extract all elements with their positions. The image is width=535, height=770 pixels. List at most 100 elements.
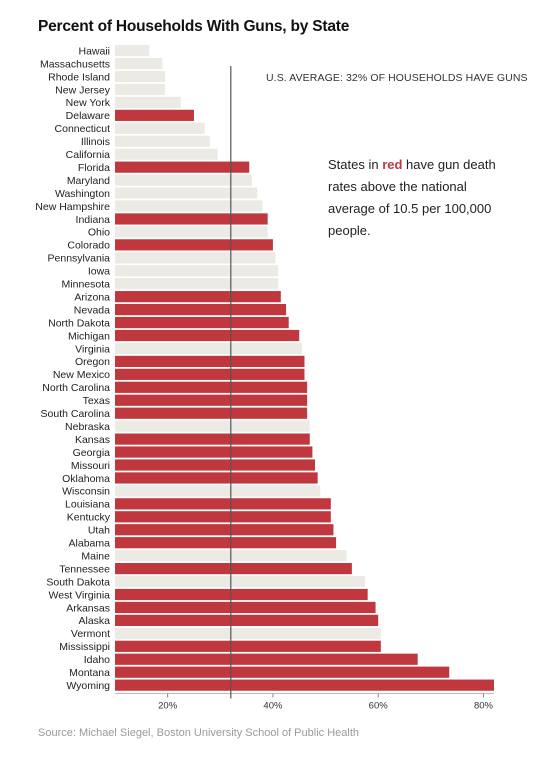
state-label: California — [66, 149, 111, 161]
bar-south-dakota — [115, 575, 366, 588]
bar-colorado — [115, 239, 273, 251]
state-label: Wisconsin — [62, 486, 110, 498]
bar-connecticut — [115, 122, 205, 134]
state-label: Nevada — [74, 304, 110, 316]
bar-georgia — [115, 446, 313, 458]
bar-kentucky — [115, 511, 331, 523]
bar-alaska — [115, 614, 379, 626]
bar-pennsylvania — [115, 252, 276, 264]
state-label: Illinois — [81, 136, 110, 148]
state-label: Kansas — [75, 434, 110, 446]
state-label: Delaware — [66, 110, 111, 122]
state-label: Hawaii — [78, 45, 110, 57]
state-label: Tennessee — [59, 563, 110, 575]
state-label: Georgia — [73, 447, 111, 459]
state-label: South Carolina — [41, 408, 111, 420]
bar-oregon — [115, 355, 305, 367]
bar-nebraska — [115, 420, 310, 432]
state-label: Arizona — [74, 291, 110, 303]
state-label: Iowa — [88, 266, 110, 278]
state-label: Indiana — [76, 214, 111, 226]
bar-washington — [115, 187, 258, 199]
state-label: Oklahoma — [62, 473, 110, 485]
bar-mississippi — [115, 640, 381, 652]
state-label: Oregon — [75, 356, 110, 368]
bar-missouri — [115, 459, 316, 471]
bar-texas — [115, 394, 308, 406]
bar-new-jersey — [115, 83, 166, 96]
bar-virginia — [115, 342, 302, 355]
bar-new-hampshire — [115, 200, 263, 212]
bar-arkansas — [115, 601, 376, 614]
bar-maryland — [115, 174, 252, 186]
state-label: South Dakota — [46, 576, 110, 588]
state-label: Rhode Island — [48, 71, 110, 83]
state-label: Colorado — [67, 240, 110, 252]
note-text-after: have gun death rates above the national … — [328, 157, 496, 238]
bar-hawaii — [115, 45, 150, 57]
state-label: Maine — [81, 550, 110, 562]
state-label: Wyoming — [66, 680, 110, 692]
state-label: Alabama — [69, 538, 111, 550]
state-label: Vermont — [71, 628, 110, 640]
bar-wisconsin — [115, 485, 321, 497]
bar-alabama — [115, 537, 337, 549]
state-label: New Hampshire — [35, 201, 110, 213]
bar-new-york — [115, 96, 181, 108]
bar-arizona — [115, 291, 281, 303]
chart-title: Percent of Households With Guns, by Stat… — [38, 18, 350, 35]
state-label: Connecticut — [55, 123, 111, 135]
state-label: West Virginia — [49, 589, 111, 601]
bar-tennessee — [115, 563, 352, 575]
bar-north-carolina — [115, 381, 308, 393]
state-label: North Dakota — [48, 317, 110, 329]
bar-nevada — [115, 304, 287, 316]
legend-note: States in red have gun death rates above… — [328, 154, 498, 242]
bar-west-virginia — [115, 588, 368, 601]
state-label: New Jersey — [55, 84, 111, 96]
state-label: Florida — [78, 162, 110, 174]
bar-delaware — [115, 109, 194, 121]
bar-iowa — [115, 265, 279, 277]
bar-wyoming — [115, 679, 494, 691]
bar-new-mexico — [115, 368, 305, 380]
bar-north-dakota — [115, 316, 289, 329]
bar-montana — [115, 666, 450, 678]
state-label: Utah — [88, 525, 110, 537]
state-label: Idaho — [84, 654, 110, 666]
state-label: Kentucky — [67, 512, 111, 524]
x-tick-label: 60% — [369, 701, 389, 712]
bar-minnesota — [115, 278, 279, 290]
bar-oklahoma — [115, 472, 318, 484]
state-label: Virginia — [75, 343, 110, 355]
bar-rhode-island — [115, 70, 166, 83]
bar-indiana — [115, 213, 268, 225]
state-label: Massachusetts — [40, 58, 110, 70]
source-note: Source: Michael Siegel, Boston Universit… — [38, 727, 359, 739]
state-label: Washington — [55, 188, 110, 200]
average-label: U.S. AVERAGE: 32% OF HOUSEHOLDS HAVE GUN… — [266, 72, 528, 84]
state-label: Maryland — [67, 175, 110, 187]
state-label: Alaska — [78, 615, 110, 627]
note-text-before: States in — [328, 157, 383, 172]
x-tick-label: 40% — [263, 701, 283, 712]
bar-ohio — [115, 226, 268, 238]
state-label: Nebraska — [65, 421, 110, 433]
bar-michigan — [115, 329, 300, 342]
state-label: Ohio — [88, 227, 110, 239]
state-label: North Carolina — [42, 382, 110, 394]
state-label: New Mexico — [53, 369, 110, 381]
state-label: Missouri — [71, 460, 110, 472]
bar-utah — [115, 524, 334, 536]
bar-vermont — [115, 627, 381, 639]
state-label: Minnesota — [62, 279, 111, 291]
state-label: New York — [66, 97, 111, 109]
state-label: Louisiana — [65, 499, 110, 511]
state-label: Pennsylvania — [48, 253, 111, 265]
state-label: Texas — [83, 395, 110, 407]
bar-south-carolina — [115, 407, 308, 419]
bar-california — [115, 148, 218, 160]
bar-kansas — [115, 433, 310, 445]
state-label: Mississippi — [59, 641, 110, 653]
